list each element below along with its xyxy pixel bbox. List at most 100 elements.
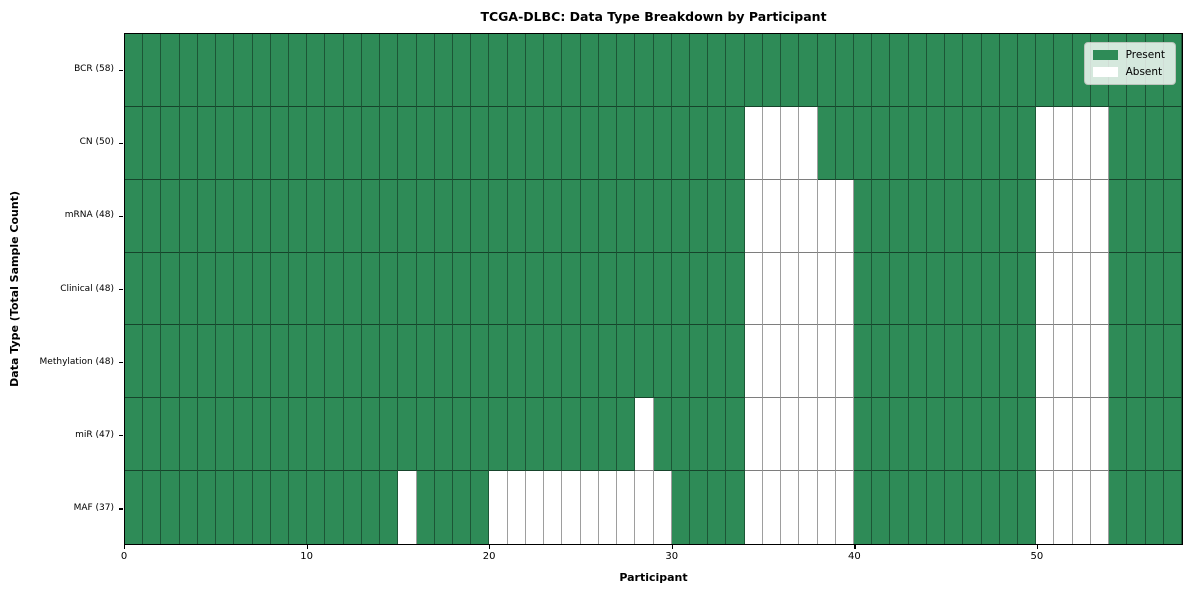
y-tick-mark: [119, 362, 123, 364]
heatmap-cell: [325, 398, 344, 472]
heatmap-cell: [580, 34, 599, 107]
heatmap-cell: [143, 34, 162, 107]
heatmap-cell: [963, 34, 982, 107]
heatmap-cell: [525, 34, 545, 107]
heatmap-cell: [343, 252, 362, 326]
chart-title: TCGA-DLBC: Data Type Breakdown by Partic…: [480, 9, 827, 24]
legend: Present Absent: [1083, 42, 1176, 85]
heatmap-cell: [416, 106, 435, 180]
heatmap-cell: [289, 34, 308, 107]
heatmap-cell: [872, 325, 891, 399]
heatmap-cell: [945, 398, 964, 472]
heatmap-cell: [981, 398, 1000, 472]
heatmap-cell: [744, 471, 763, 544]
heatmap-cell: [143, 179, 162, 253]
heatmap-cell: [270, 252, 290, 326]
heatmap-cell: [270, 471, 290, 544]
heatmap-cell: [471, 398, 490, 472]
heatmap-cell: [945, 252, 964, 326]
heatmap-cell: [125, 471, 144, 544]
heatmap-cell: [999, 179, 1018, 253]
heatmap-cell: [890, 325, 909, 399]
heatmap-cell: [270, 106, 290, 180]
heatmap-cell: [325, 471, 344, 544]
heatmap-cell: [234, 179, 253, 253]
heatmap-cell: [817, 106, 836, 180]
heatmap-cell: [307, 106, 326, 180]
heatmap-cell: [653, 398, 672, 472]
heatmap-cell: [252, 252, 271, 326]
heatmap-cell: [908, 106, 927, 180]
heatmap-cell: [671, 325, 690, 399]
heatmap-cell: [252, 471, 271, 544]
heatmap-cell: [945, 325, 964, 399]
x-tick-mark: [306, 545, 308, 549]
x-tick-label: 40: [847, 551, 861, 562]
heatmap-cell: [434, 179, 454, 253]
heatmap-cell: [544, 471, 563, 544]
heatmap-cell: [781, 179, 800, 253]
heatmap-cell: [161, 106, 180, 180]
heatmap-cell: [1090, 471, 1110, 544]
heatmap-cell: [434, 106, 454, 180]
heatmap-cell: [216, 252, 235, 326]
heatmap-cell: [489, 34, 508, 107]
heatmap-cell: [489, 471, 508, 544]
heatmap-cell: [762, 471, 782, 544]
heatmap-cell: [1163, 252, 1182, 326]
heatmap-cell: [762, 106, 782, 180]
heatmap-cell: [835, 325, 854, 399]
y-tick-mark: [119, 435, 123, 437]
heatmap-cell: [453, 252, 472, 326]
heatmap-cell: [1109, 398, 1128, 472]
y-tick-mark: [119, 69, 123, 71]
heatmap-cell: [1036, 34, 1055, 107]
heatmap-cell: [544, 179, 563, 253]
heatmap-cell: [471, 325, 490, 399]
heatmap-cell: [1109, 471, 1128, 544]
heatmap-cell: [1054, 325, 1073, 399]
heatmap-cell: [361, 398, 381, 472]
heatmap-cell: [343, 398, 362, 472]
y-tick-label: Methylation (48): [39, 356, 114, 367]
heatmap-cell: [197, 471, 217, 544]
heatmap-cell: [999, 34, 1018, 107]
heatmap-cell: [489, 398, 508, 472]
heatmap-cell: [544, 325, 563, 399]
heatmap-cell: [799, 471, 818, 544]
heatmap-cell: [945, 34, 964, 107]
heatmap-cell: [945, 106, 964, 180]
heatmap-cell: [525, 398, 545, 472]
heatmap-cell: [416, 252, 435, 326]
heatmap-cell: [1072, 398, 1091, 472]
heatmap-cell: [361, 34, 381, 107]
heatmap-cell: [671, 179, 690, 253]
heatmap-cell: [708, 398, 727, 472]
heatmap-cell: [343, 471, 362, 544]
x-tick-mark: [124, 545, 126, 549]
heatmap-cell: [270, 34, 290, 107]
heatmap-cell: [125, 325, 144, 399]
x-tick-mark: [489, 545, 491, 549]
heatmap-cell: [981, 471, 1000, 544]
heatmap-cell: [307, 325, 326, 399]
heatmap-cell: [343, 34, 362, 107]
heatmap-cell: [1109, 325, 1128, 399]
heatmap-cell: [617, 398, 636, 472]
heatmap-cell: [361, 325, 381, 399]
heatmap-cell: [216, 398, 235, 472]
heatmap-cell: [380, 325, 399, 399]
heatmap-cell: [234, 471, 253, 544]
heatmap-cell: [416, 325, 435, 399]
heatmap-cell: [1017, 325, 1037, 399]
heatmap-cell: [289, 471, 308, 544]
heatmap-cell: [781, 106, 800, 180]
heatmap-cell: [689, 106, 709, 180]
heatmap-cell: [580, 398, 599, 472]
heatmap-cell: [817, 471, 836, 544]
heatmap-cell: [1036, 106, 1055, 180]
x-tick-label: 30: [665, 551, 679, 562]
heatmap-cell: [598, 106, 618, 180]
heatmap-cell: [872, 34, 891, 107]
